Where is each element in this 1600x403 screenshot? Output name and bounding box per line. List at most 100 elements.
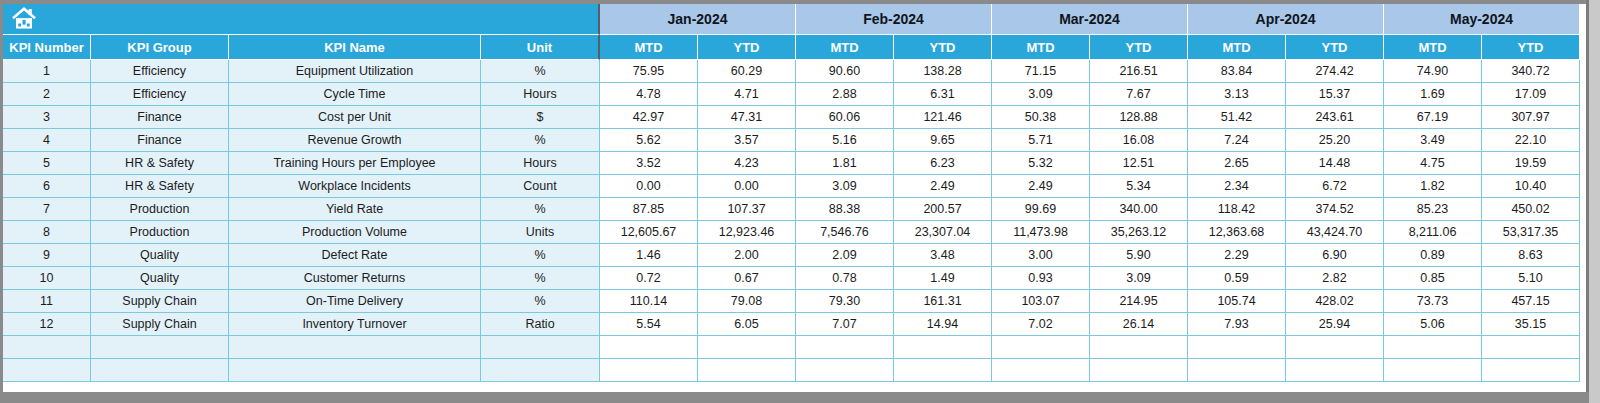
cell-value[interactable]: 2.88 <box>796 83 894 106</box>
cell-value[interactable]: 5.16 <box>796 129 894 152</box>
cell-value[interactable]: 60.06 <box>796 106 894 129</box>
empty-cell[interactable] <box>1090 359 1188 382</box>
cell-value[interactable]: 5.10 <box>1482 267 1580 290</box>
empty-cell[interactable] <box>1286 336 1384 359</box>
cell-value[interactable]: 10.40 <box>1482 175 1580 198</box>
cell-value[interactable]: 73.73 <box>1384 290 1482 313</box>
cell-kpi-number[interactable]: 1 <box>3 60 91 83</box>
cell-unit[interactable]: Hours <box>481 152 600 175</box>
cell-unit[interactable]: % <box>481 129 600 152</box>
cell-unit[interactable]: Ratio <box>481 313 600 336</box>
cell-kpi-group[interactable]: Quality <box>91 244 229 267</box>
cell-value[interactable]: 7.93 <box>1188 313 1286 336</box>
empty-cell[interactable] <box>698 336 796 359</box>
cell-value[interactable]: 85.23 <box>1384 198 1482 221</box>
empty-cell[interactable] <box>1286 359 1384 382</box>
cell-value[interactable]: 6.72 <box>1286 175 1384 198</box>
cell-value[interactable]: 4.75 <box>1384 152 1482 175</box>
cell-kpi-name[interactable]: Cost per Unit <box>229 106 481 129</box>
cell-kpi-group[interactable]: Finance <box>91 129 229 152</box>
cell-value[interactable]: 2.29 <box>1188 244 1286 267</box>
cell-kpi-number[interactable]: 8 <box>3 221 91 244</box>
cell-kpi-name[interactable]: Customer Returns <box>229 267 481 290</box>
cell-value[interactable]: 3.13 <box>1188 83 1286 106</box>
cell-value[interactable]: 5.90 <box>1090 244 1188 267</box>
cell-value[interactable]: 2.00 <box>698 244 796 267</box>
empty-cell[interactable] <box>1188 336 1286 359</box>
cell-value[interactable]: 19.59 <box>1482 152 1580 175</box>
empty-cell[interactable] <box>796 336 894 359</box>
empty-cell[interactable] <box>894 336 992 359</box>
empty-cell[interactable] <box>481 359 600 382</box>
cell-value[interactable]: 53,317.35 <box>1482 221 1580 244</box>
cell-value[interactable]: 374.52 <box>1286 198 1384 221</box>
cell-value[interactable]: 0.00 <box>600 175 698 198</box>
cell-value[interactable]: 6.05 <box>698 313 796 336</box>
cell-kpi-number[interactable]: 4 <box>3 129 91 152</box>
cell-value[interactable]: 307.97 <box>1482 106 1580 129</box>
cell-value[interactable]: 99.69 <box>992 198 1090 221</box>
cell-value[interactable]: 7.67 <box>1090 83 1188 106</box>
cell-value[interactable]: 7.07 <box>796 313 894 336</box>
cell-value[interactable]: 42.97 <box>600 106 698 129</box>
cell-value[interactable]: 14.48 <box>1286 152 1384 175</box>
cell-kpi-name[interactable]: Inventory Turnover <box>229 313 481 336</box>
cell-value[interactable]: 47.31 <box>698 106 796 129</box>
empty-cell[interactable] <box>1384 336 1482 359</box>
cell-value[interactable]: 216.51 <box>1090 60 1188 83</box>
empty-cell[interactable] <box>481 336 600 359</box>
cell-value[interactable]: 138.28 <box>894 60 992 83</box>
cell-kpi-number[interactable]: 10 <box>3 267 91 290</box>
cell-value[interactable]: 2.49 <box>894 175 992 198</box>
empty-cell[interactable] <box>3 359 91 382</box>
cell-kpi-group[interactable]: Production <box>91 198 229 221</box>
cell-value[interactable]: 15.37 <box>1286 83 1384 106</box>
cell-value[interactable]: 25.20 <box>1286 129 1384 152</box>
cell-value[interactable]: 8.63 <box>1482 244 1580 267</box>
cell-value[interactable]: 50.38 <box>992 106 1090 129</box>
cell-value[interactable]: 121.46 <box>894 106 992 129</box>
empty-cell[interactable] <box>992 359 1090 382</box>
cell-value[interactable]: 3.00 <box>992 244 1090 267</box>
cell-value[interactable]: 0.72 <box>600 267 698 290</box>
home-icon[interactable] <box>11 6 37 32</box>
cell-value[interactable]: 0.59 <box>1188 267 1286 290</box>
cell-kpi-name[interactable]: On-Time Delivery <box>229 290 481 313</box>
cell-value[interactable]: 25.94 <box>1286 313 1384 336</box>
cell-kpi-number[interactable]: 9 <box>3 244 91 267</box>
cell-value[interactable]: 5.54 <box>600 313 698 336</box>
cell-value[interactable]: 3.09 <box>1090 267 1188 290</box>
cell-value[interactable]: 43,424.70 <box>1286 221 1384 244</box>
cell-value[interactable]: 274.42 <box>1286 60 1384 83</box>
cell-value[interactable]: 6.23 <box>894 152 992 175</box>
cell-value[interactable]: 457.15 <box>1482 290 1580 313</box>
cell-kpi-number[interactable]: 3 <box>3 106 91 129</box>
cell-unit[interactable]: % <box>481 267 600 290</box>
cell-value[interactable]: 2.34 <box>1188 175 1286 198</box>
cell-value[interactable]: 6.31 <box>894 83 992 106</box>
cell-value[interactable]: 6.90 <box>1286 244 1384 267</box>
cell-value[interactable]: 5.06 <box>1384 313 1482 336</box>
cell-value[interactable]: 0.93 <box>992 267 1090 290</box>
cell-kpi-name[interactable]: Defect Rate <box>229 244 481 267</box>
cell-value[interactable]: 340.00 <box>1090 198 1188 221</box>
cell-value[interactable]: 74.90 <box>1384 60 1482 83</box>
cell-value[interactable]: 60.29 <box>698 60 796 83</box>
empty-cell[interactable] <box>1188 359 1286 382</box>
cell-value[interactable]: 2.09 <box>796 244 894 267</box>
cell-value[interactable]: 83.84 <box>1188 60 1286 83</box>
cell-value[interactable]: 51.42 <box>1188 106 1286 129</box>
cell-kpi-group[interactable]: Efficiency <box>91 83 229 106</box>
cell-unit[interactable]: % <box>481 198 600 221</box>
cell-unit[interactable]: % <box>481 290 600 313</box>
cell-value[interactable]: 128.88 <box>1090 106 1188 129</box>
cell-value[interactable]: 1.82 <box>1384 175 1482 198</box>
cell-value[interactable]: 4.78 <box>600 83 698 106</box>
cell-value[interactable]: 2.82 <box>1286 267 1384 290</box>
cell-value[interactable]: 79.08 <box>698 290 796 313</box>
cell-value[interactable]: 1.46 <box>600 244 698 267</box>
cell-kpi-number[interactable]: 7 <box>3 198 91 221</box>
cell-kpi-group[interactable]: Supply Chain <box>91 313 229 336</box>
cell-value[interactable]: 2.65 <box>1188 152 1286 175</box>
cell-value[interactable]: 22.10 <box>1482 129 1580 152</box>
